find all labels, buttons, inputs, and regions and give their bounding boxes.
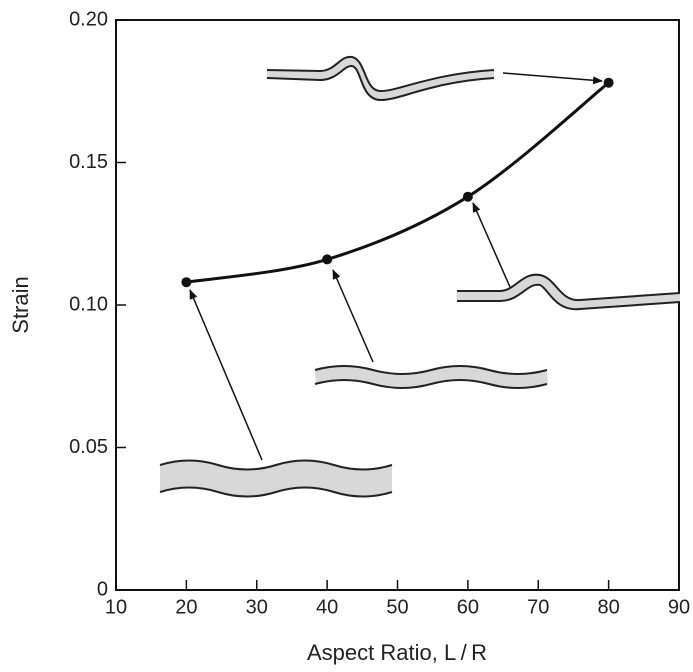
- x-tick-label: 90: [668, 596, 690, 618]
- tube-illustration: [457, 273, 681, 311]
- point: [322, 254, 333, 265]
- arrow: [189, 289, 263, 461]
- x-axis-label: Aspect Ratio, L / R: [307, 640, 487, 665]
- arrow: [472, 202, 511, 288]
- y-tick-label: 0.05: [69, 436, 108, 458]
- x-tick-label: 60: [457, 596, 479, 618]
- x-tick-label: 40: [316, 596, 338, 618]
- x-tick-label: 30: [246, 596, 268, 618]
- y-tick-label: 0: [97, 578, 108, 600]
- y-axis-label: Strain: [8, 276, 33, 333]
- x-tick-label: 50: [386, 596, 408, 618]
- arrow: [332, 269, 374, 363]
- x-tick-label: 10: [105, 596, 127, 618]
- y-tick-label: 0.20: [69, 8, 108, 30]
- point: [603, 77, 614, 88]
- x-tick-label: 20: [175, 596, 197, 618]
- line: [186, 81, 610, 284]
- arrow: [502, 72, 603, 85]
- point: [462, 191, 473, 202]
- point: [181, 277, 192, 288]
- tube-illustration: [159, 459, 393, 498]
- tube-illustration: [314, 365, 548, 389]
- y-tick-label: 0.15: [69, 151, 108, 173]
- tube-illustration: [266, 55, 495, 102]
- x-tick-label: 70: [527, 596, 549, 618]
- x-tick-label: 80: [598, 596, 620, 618]
- y-tick-label: 0.10: [69, 293, 108, 315]
